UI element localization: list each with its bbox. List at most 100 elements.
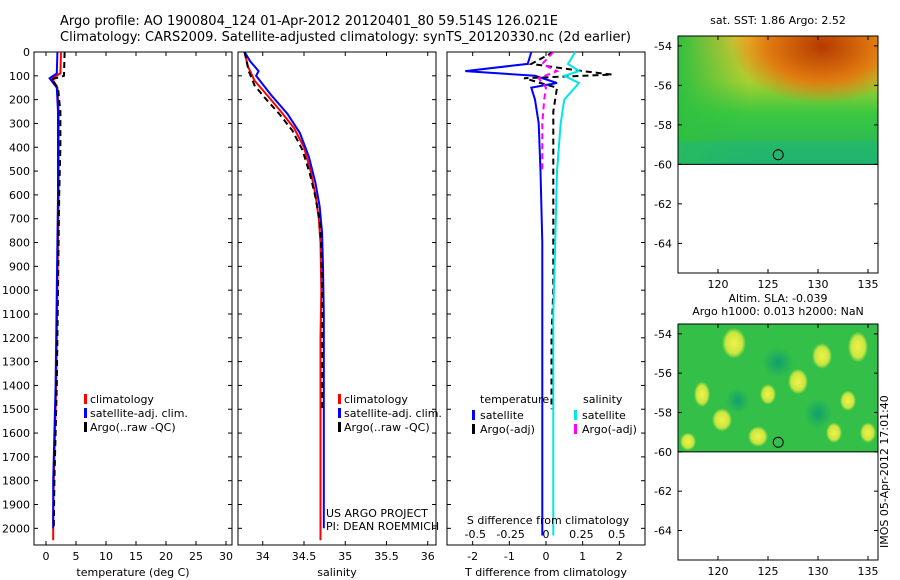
sla-map-title: Altim. SLA: -0.039 [728, 292, 827, 305]
x-tick-label: 5 [73, 550, 80, 563]
sst_map-axes-frame [677, 35, 879, 274]
y-tick-label: 100 [9, 70, 30, 83]
x-tick-label: 35 [338, 550, 352, 563]
legend-swatch [84, 422, 87, 432]
y-tick-label: 200 [9, 94, 30, 107]
y-tick-label: 2000 [2, 522, 30, 535]
pi-credit: PI: DEAN ROEMMICH [326, 520, 439, 533]
x-tick-label: -1 [504, 550, 515, 563]
legend-swatch [338, 408, 341, 418]
x-tick-label: 10 [99, 550, 113, 563]
y-tick-label: 800 [9, 237, 30, 250]
y-tick-label: -62 [654, 485, 672, 498]
y-tick-label: 300 [9, 117, 30, 130]
y-tick-label: -54 [654, 328, 672, 341]
y-tick-label: -56 [654, 79, 672, 92]
y-tick-label: 1900 [2, 499, 30, 512]
x-tick-label: 135 [858, 278, 879, 291]
y-tick-label: 1200 [2, 332, 30, 345]
sla-positive-anomaly [826, 422, 842, 443]
x2-axis-label: S difference from climatology [467, 514, 630, 527]
y-tick-label: 1600 [2, 427, 30, 440]
x-tick-label: 35.5 [374, 550, 399, 563]
x2-tick-label: -0.5 [465, 528, 486, 541]
legend-swatch [574, 424, 577, 434]
legend-label: satellite [480, 409, 524, 422]
series-argo-raw-qc--line [243, 51, 324, 410]
x-tick-label: 2 [616, 550, 623, 563]
differences-x-axis-label: T difference from climatology [464, 566, 627, 579]
x-tick-label: 0 [43, 550, 50, 563]
y-tick-label: -60 [654, 446, 672, 459]
x-tick-label: 30 [219, 550, 233, 563]
sla-positive-anomaly [694, 381, 710, 408]
x-tick-label: 25 [189, 550, 203, 563]
legend-label: satellite [582, 409, 626, 422]
sla-positive-anomaly [860, 422, 876, 443]
sst_map-field [678, 36, 878, 165]
y-tick-label: 500 [9, 165, 30, 178]
y-tick-label: 400 [9, 141, 30, 154]
sla-positive-anomaly [840, 390, 856, 411]
x-tick-label: 1 [579, 550, 586, 563]
legend-label: Argo(-adj) [480, 423, 535, 436]
y-tick-label: 1500 [2, 403, 30, 416]
sst-warm-core [732, 36, 878, 105]
y-tick-label: -56 [654, 367, 672, 380]
legend-swatch [472, 424, 475, 434]
legend-swatch [338, 422, 341, 432]
legend-label: satellite-adj. clim. [90, 407, 188, 420]
legend-header-temperature: temperature [480, 393, 549, 406]
sla-positive-anomaly [748, 426, 768, 447]
x-tick-label: 130 [808, 278, 829, 291]
y-tick-label: 600 [9, 189, 30, 202]
legend-swatch [84, 394, 87, 404]
legend-swatch [574, 410, 577, 420]
argo-location-marker [772, 436, 784, 448]
series-satellite-line [465, 51, 558, 536]
y-tick-label: 700 [9, 213, 30, 226]
y-tick-label: -64 [654, 237, 672, 250]
x-tick-label: 20 [159, 550, 173, 563]
imos-timestamp-watermark: IMOS 05-Apr-2012 17:01:40 [878, 395, 891, 548]
x-tick-label: 120 [708, 278, 729, 291]
sla-positive-anomaly [680, 432, 696, 451]
sla-field-base [678, 324, 878, 452]
legend-label: climatology [90, 393, 154, 406]
salinity-panel: 34 34.5 35 35.5 36 salinity climatologysatelli… [237, 51, 442, 579]
y-tick-label: 1300 [2, 356, 30, 369]
sst-map-title: sat. SST: 1.86 Argo: 2.52 [710, 14, 846, 27]
sla-negative-anomaly [726, 387, 750, 414]
legend-label: climatology [344, 393, 408, 406]
y-tick-label: -58 [654, 407, 672, 420]
sst_map-panel: -54 -56 -58 -60 -62 -64 120 125 130 135 sat. SST: … [654, 14, 879, 291]
salinity-axes-frame [237, 51, 437, 546]
x2-tick-label: 0 [543, 528, 550, 541]
sla-positive-anomaly [812, 343, 832, 369]
x-tick-label: 125 [758, 565, 779, 578]
legend-swatch [84, 408, 87, 418]
temperature-panel: 0100200300400500600700800900100011001200… [2, 46, 233, 579]
legend-label: satellite-adj. clim. [344, 407, 442, 420]
x-tick-label: 125 [758, 278, 779, 291]
sla_map-panel: -54 -56 -58 -60 -62 -64 120 125 130 135 Altim. SLA… [654, 292, 879, 578]
legend-label: Argo(..raw -QC) [90, 421, 176, 434]
x-tick-label: 34.5 [292, 550, 317, 563]
series-satellite-adj-clim--line [243, 51, 325, 529]
sla_map-axes-frame [677, 323, 879, 561]
sla-negative-anomaly [804, 398, 832, 429]
sla-positive-anomaly [722, 327, 746, 359]
y-tick-label: 1800 [2, 475, 30, 488]
differences-axes-frame [446, 51, 646, 546]
sla-negative-anomaly [762, 347, 794, 378]
x2-tick-label: -0.25 [496, 528, 524, 541]
x2-tick-label: 0.25 [569, 528, 594, 541]
y-tick-label: 0 [23, 46, 30, 59]
project-credit: US ARGO PROJECT [326, 507, 428, 520]
x-tick-label: 0 [543, 550, 550, 563]
x-tick-label: 36 [421, 550, 435, 563]
y-tick-label: -58 [654, 119, 672, 132]
sla-map-subtitle: Argo h1000: 0.013 h2000: NaN [692, 305, 864, 318]
x-tick-label: 34 [256, 550, 270, 563]
